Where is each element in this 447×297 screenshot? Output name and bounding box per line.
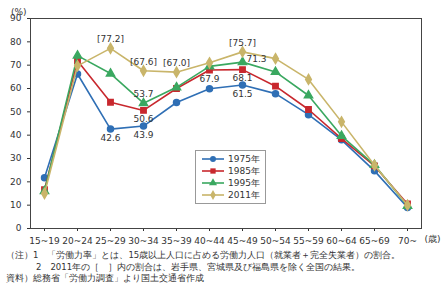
svg-text:70: 70 [10, 60, 22, 70]
svg-text:(歳): (歳) [425, 234, 441, 244]
svg-text:53.7: 53.7 [133, 89, 153, 99]
svg-text:68.1: 68.1 [232, 73, 252, 83]
svg-text:80: 80 [10, 37, 22, 47]
svg-text:[67.0]: [67.0] [163, 58, 190, 68]
svg-text:55~59: 55~59 [293, 236, 324, 246]
svg-text:[75.7]: [75.7] [229, 38, 256, 48]
html-text:1985年: 1985年 [228, 166, 260, 176]
svg-text:60~64: 60~64 [326, 236, 357, 246]
svg-text:60: 60 [10, 83, 22, 93]
svg-text:43.9: 43.9 [133, 130, 153, 140]
html-text:資料）総務省「労働力調査」より国土交通省作成: 資料）総務省「労働力調査」より国土交通省作成 [6, 273, 204, 283]
svg-text:50.6: 50.6 [133, 114, 153, 124]
svg-text:25~29: 25~29 [95, 236, 126, 246]
svg-text:[77.2]: [77.2] [97, 34, 124, 44]
svg-text:35~39: 35~39 [161, 236, 192, 246]
svg-text:65~69: 65~69 [359, 236, 390, 246]
svg-text:50~54: 50~54 [260, 236, 291, 246]
svg-text:(%): (%) [11, 7, 27, 17]
svg-text:40~44: 40~44 [194, 236, 225, 246]
svg-text:30~34: 30~34 [128, 236, 159, 246]
html-text:1995年: 1995年 [228, 178, 260, 188]
svg-text:71.3: 71.3 [246, 54, 266, 64]
svg-text:67.9: 67.9 [199, 74, 219, 84]
html-text:1975年: 1975年 [228, 154, 260, 164]
svg-text:40: 40 [10, 130, 22, 140]
html-text:（注）1 「労働力率」とは、15歳以上人口に占める労働力人口: （注）1 「労働力率」とは、15歳以上人口に占める労働力人口（就業者＋完全失業者… [6, 250, 401, 260]
html-text:2011年: 2011年 [228, 190, 260, 200]
svg-text:10: 10 [10, 200, 22, 210]
svg-text:0: 0 [16, 223, 22, 233]
svg-text:20: 20 [10, 177, 22, 187]
svg-text:30: 30 [10, 153, 22, 163]
svg-text:42.6: 42.6 [100, 133, 120, 143]
svg-text:90: 90 [10, 13, 22, 24]
svg-text:61.5: 61.5 [232, 89, 252, 99]
svg-text:15~19: 15~19 [29, 236, 60, 246]
html-text:2 2011年の［ ］内の割合は、岩手県、宮城県及び福島県を: 2 2011年の［ ］内の割合は、岩手県、宮城県及び福島県を除く全国の結果。 [36, 261, 360, 272]
svg-text:70~: 70~ [398, 236, 417, 246]
svg-text:50: 50 [10, 107, 22, 117]
svg-text:20~24: 20~24 [62, 236, 93, 246]
svg-text:45~49: 45~49 [227, 236, 258, 246]
svg-text:[67.6]: [67.6] [130, 57, 157, 67]
